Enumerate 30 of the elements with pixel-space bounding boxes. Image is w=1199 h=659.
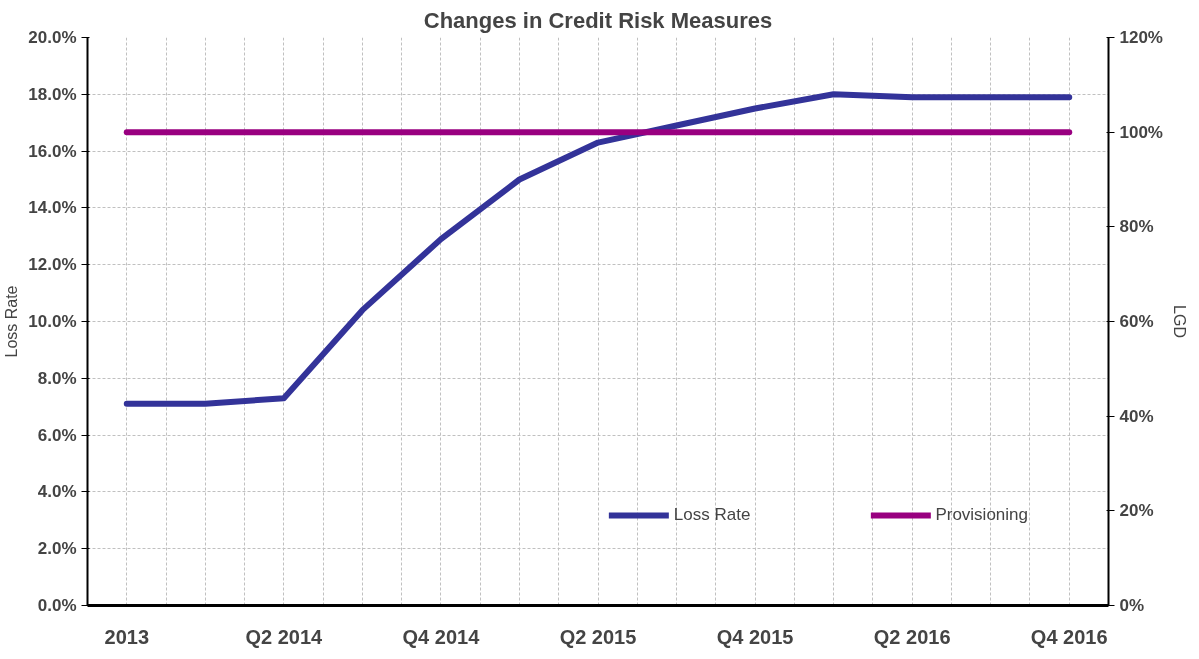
y-tick-label: 2.0%	[37, 539, 77, 559]
y-tick-label: 14.0%	[28, 198, 77, 218]
x-tick-label: Q4 2015	[716, 625, 794, 648]
x-tick-label: Q2 2014	[245, 625, 324, 648]
y-tick-label: 20.0%	[28, 28, 77, 47]
chart-title: Changes in Credit Risk Measures	[423, 7, 773, 33]
x-tick-label: Q2 2016	[873, 625, 951, 648]
legend-label: Loss Rate	[673, 505, 751, 525]
y-tick-label: 18.0%	[28, 84, 77, 104]
y-tick-label: 16.0%	[28, 141, 77, 161]
y-axis-title: Loss Rate	[3, 285, 21, 358]
y-tick-label: 8.0%	[37, 368, 77, 388]
y-tick-label: 12.0%	[28, 255, 77, 275]
y2-tick-label: 120%	[1119, 28, 1163, 47]
y2-tick-label: 80%	[1119, 217, 1154, 237]
y2-tick-label: 100%	[1119, 122, 1163, 142]
y-tick-label: 0.0%	[37, 596, 77, 615]
x-tick-label: Q4 2014	[402, 625, 481, 648]
y-tick-label: 4.0%	[37, 482, 77, 502]
y-tick-label: 10.0%	[28, 312, 77, 331]
y2-axis-title: LGD	[1170, 305, 1188, 338]
x-tick-label: Q2 2015	[559, 625, 637, 648]
y2-tick-label: 20%	[1119, 501, 1154, 521]
y2-tick-label: 0%	[1119, 596, 1145, 615]
legend-label: Provisioning	[935, 505, 1028, 525]
y-tick-label: 6.0%	[37, 425, 77, 445]
y2-tick-label: 60%	[1119, 312, 1154, 331]
x-tick-label: 2013	[104, 625, 150, 648]
x-tick-label: Q4 2016	[1030, 625, 1108, 648]
y2-tick-label: 40%	[1119, 406, 1154, 426]
